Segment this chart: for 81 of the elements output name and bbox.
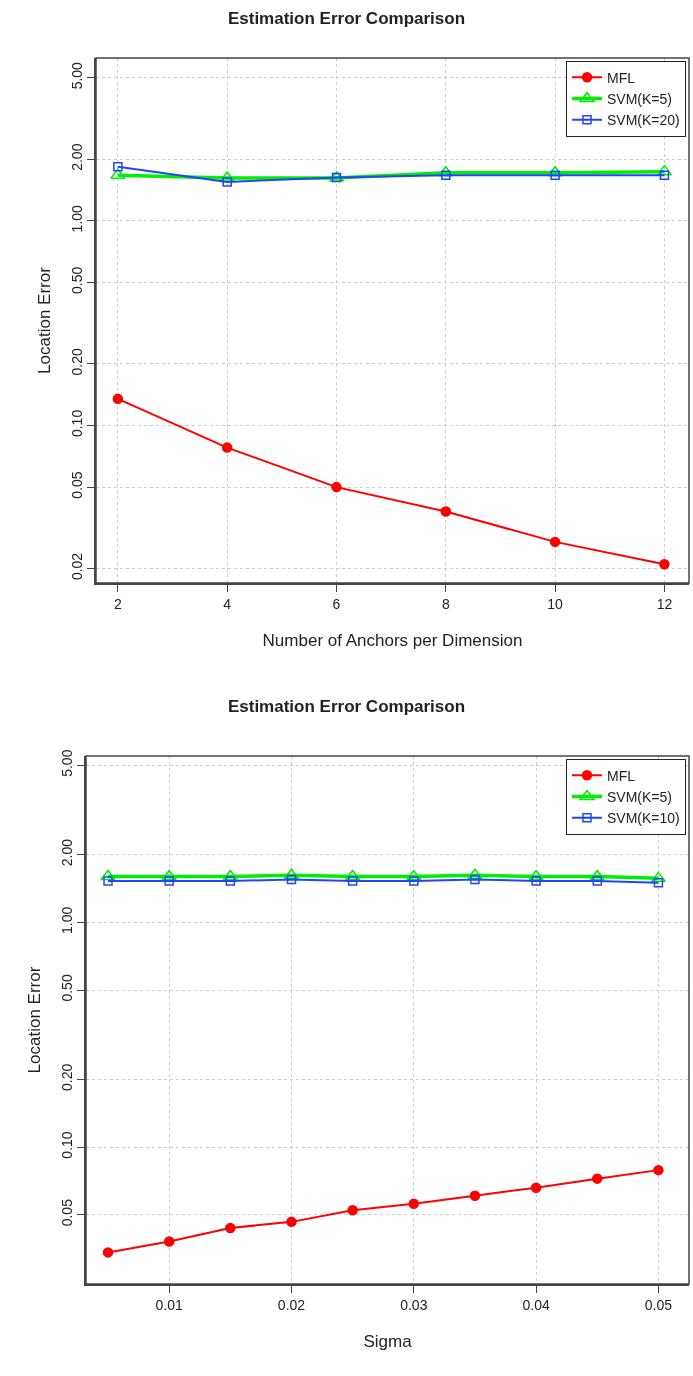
point bbox=[283, 868, 300, 880]
point bbox=[528, 869, 544, 881]
point bbox=[470, 874, 480, 885]
legend-label: MFL bbox=[606, 767, 636, 784]
y-tick-label: 0.10 bbox=[58, 1131, 75, 1159]
point bbox=[103, 876, 113, 886]
legend-label: SVM(K=10) bbox=[606, 810, 680, 827]
chart-title: Estimation Error Comparison bbox=[227, 696, 466, 716]
point bbox=[102, 1247, 114, 1258]
point bbox=[113, 161, 123, 172]
point bbox=[549, 536, 561, 548]
point bbox=[225, 876, 236, 886]
point bbox=[161, 869, 177, 881]
point bbox=[110, 168, 126, 180]
x-axis-title: Sigma bbox=[363, 1332, 413, 1352]
point bbox=[164, 876, 174, 886]
y-tick-label: 0.50 bbox=[58, 974, 75, 1002]
point bbox=[653, 1164, 664, 1176]
point bbox=[100, 869, 116, 881]
x-tick-label: 0.02 bbox=[277, 1296, 306, 1313]
chart-title: Estimation Error Comparison bbox=[227, 8, 466, 28]
y-tick-label: 0.05 bbox=[68, 471, 85, 499]
y-axis-title: Location Error bbox=[34, 266, 54, 374]
point bbox=[163, 1236, 175, 1247]
y-tick-label: 5.00 bbox=[68, 61, 85, 90]
legend-label: MFL bbox=[607, 69, 636, 86]
legend-label: SVM(K=20) bbox=[607, 112, 680, 129]
y-tick-label: 1.00 bbox=[58, 906, 75, 934]
point bbox=[112, 393, 124, 405]
y-tick-label: 1.00 bbox=[68, 204, 85, 233]
y-tick-label: 2.00 bbox=[58, 838, 75, 867]
y-axis-title: Location Error bbox=[24, 966, 44, 1074]
x-tick-label: 4 bbox=[223, 595, 232, 612]
point bbox=[550, 170, 560, 181]
point bbox=[531, 876, 541, 886]
point bbox=[406, 869, 422, 881]
y-tick-label: 2.00 bbox=[68, 143, 85, 171]
x-tick-label: 0.03 bbox=[400, 1296, 428, 1313]
x-axis-title: Number of Anchors per Dimension bbox=[262, 631, 523, 651]
point bbox=[592, 1173, 603, 1184]
x-tick-label: 0.05 bbox=[644, 1296, 673, 1313]
point bbox=[347, 1204, 358, 1216]
point bbox=[467, 868, 483, 880]
x-tick-label: 0.04 bbox=[522, 1296, 550, 1313]
point bbox=[286, 1216, 297, 1228]
point bbox=[222, 177, 232, 187]
y-tick-label: 0.02 bbox=[68, 552, 85, 581]
point bbox=[441, 170, 451, 181]
point bbox=[659, 558, 670, 570]
point bbox=[221, 442, 233, 453]
y-tick-label: 0.50 bbox=[68, 266, 85, 295]
point bbox=[440, 506, 452, 517]
point bbox=[344, 869, 361, 881]
x-tick-label: 10 bbox=[547, 595, 564, 612]
point bbox=[530, 1182, 542, 1193]
y-tick-label: 0.20 bbox=[68, 347, 85, 376]
x-tick-label: 8 bbox=[441, 595, 450, 612]
point bbox=[331, 481, 342, 493]
y-tick-label: 0.20 bbox=[58, 1063, 75, 1091]
y-tick-label: 0.05 bbox=[58, 1198, 75, 1227]
point bbox=[225, 1222, 236, 1234]
legend-label: SVM(K=5) bbox=[607, 90, 672, 107]
point bbox=[469, 1190, 481, 1201]
point bbox=[592, 876, 603, 886]
point bbox=[222, 869, 239, 881]
point bbox=[656, 164, 673, 176]
point bbox=[347, 876, 358, 886]
x-tick-label: 2 bbox=[113, 595, 122, 612]
point bbox=[659, 170, 670, 181]
y-tick-label: 0.10 bbox=[68, 409, 85, 438]
point bbox=[286, 874, 297, 885]
point bbox=[589, 869, 605, 881]
y-tick-label: 5.00 bbox=[58, 749, 75, 777]
x-tick-label: 12 bbox=[656, 595, 673, 612]
x-tick-label: 0.01 bbox=[155, 1296, 184, 1313]
x-tick-label: 6 bbox=[332, 595, 341, 612]
legend-label: SVM(K=5) bbox=[606, 788, 672, 805]
point bbox=[653, 878, 664, 888]
point bbox=[650, 871, 667, 883]
point bbox=[408, 1198, 420, 1209]
point bbox=[409, 876, 419, 886]
